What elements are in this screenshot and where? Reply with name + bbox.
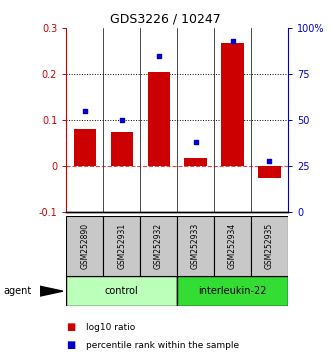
Bar [111,132,133,166]
Bar [259,166,281,178]
Bar [214,216,251,276]
Point [82,108,87,114]
Bar [184,158,207,166]
Text: GSM252935: GSM252935 [265,223,274,269]
Text: control: control [105,286,138,296]
Text: GDS3226 / 10247: GDS3226 / 10247 [110,12,221,25]
Point [230,38,235,44]
Text: ■: ■ [66,322,75,332]
Point [193,139,198,145]
Point [119,118,124,123]
Bar [177,216,214,276]
Text: ■: ■ [66,340,75,350]
Bar [66,276,177,306]
Text: log10 ratio: log10 ratio [86,323,135,332]
Bar [148,72,170,166]
Bar [177,276,288,306]
Bar [140,216,177,276]
Text: GSM252932: GSM252932 [154,223,163,269]
Text: interleukin-22: interleukin-22 [198,286,267,296]
Bar [221,43,244,166]
Text: GSM252890: GSM252890 [80,223,89,269]
Polygon shape [40,286,63,296]
Point [156,53,161,59]
Text: GSM252931: GSM252931 [117,223,126,269]
Bar [66,216,103,276]
Text: GSM252933: GSM252933 [191,223,200,269]
Text: agent: agent [3,286,31,296]
Text: GSM252934: GSM252934 [228,223,237,269]
Bar [103,216,140,276]
Text: percentile rank within the sample: percentile rank within the sample [86,341,239,350]
Bar [73,129,96,166]
Point [267,158,272,164]
Bar [251,216,288,276]
